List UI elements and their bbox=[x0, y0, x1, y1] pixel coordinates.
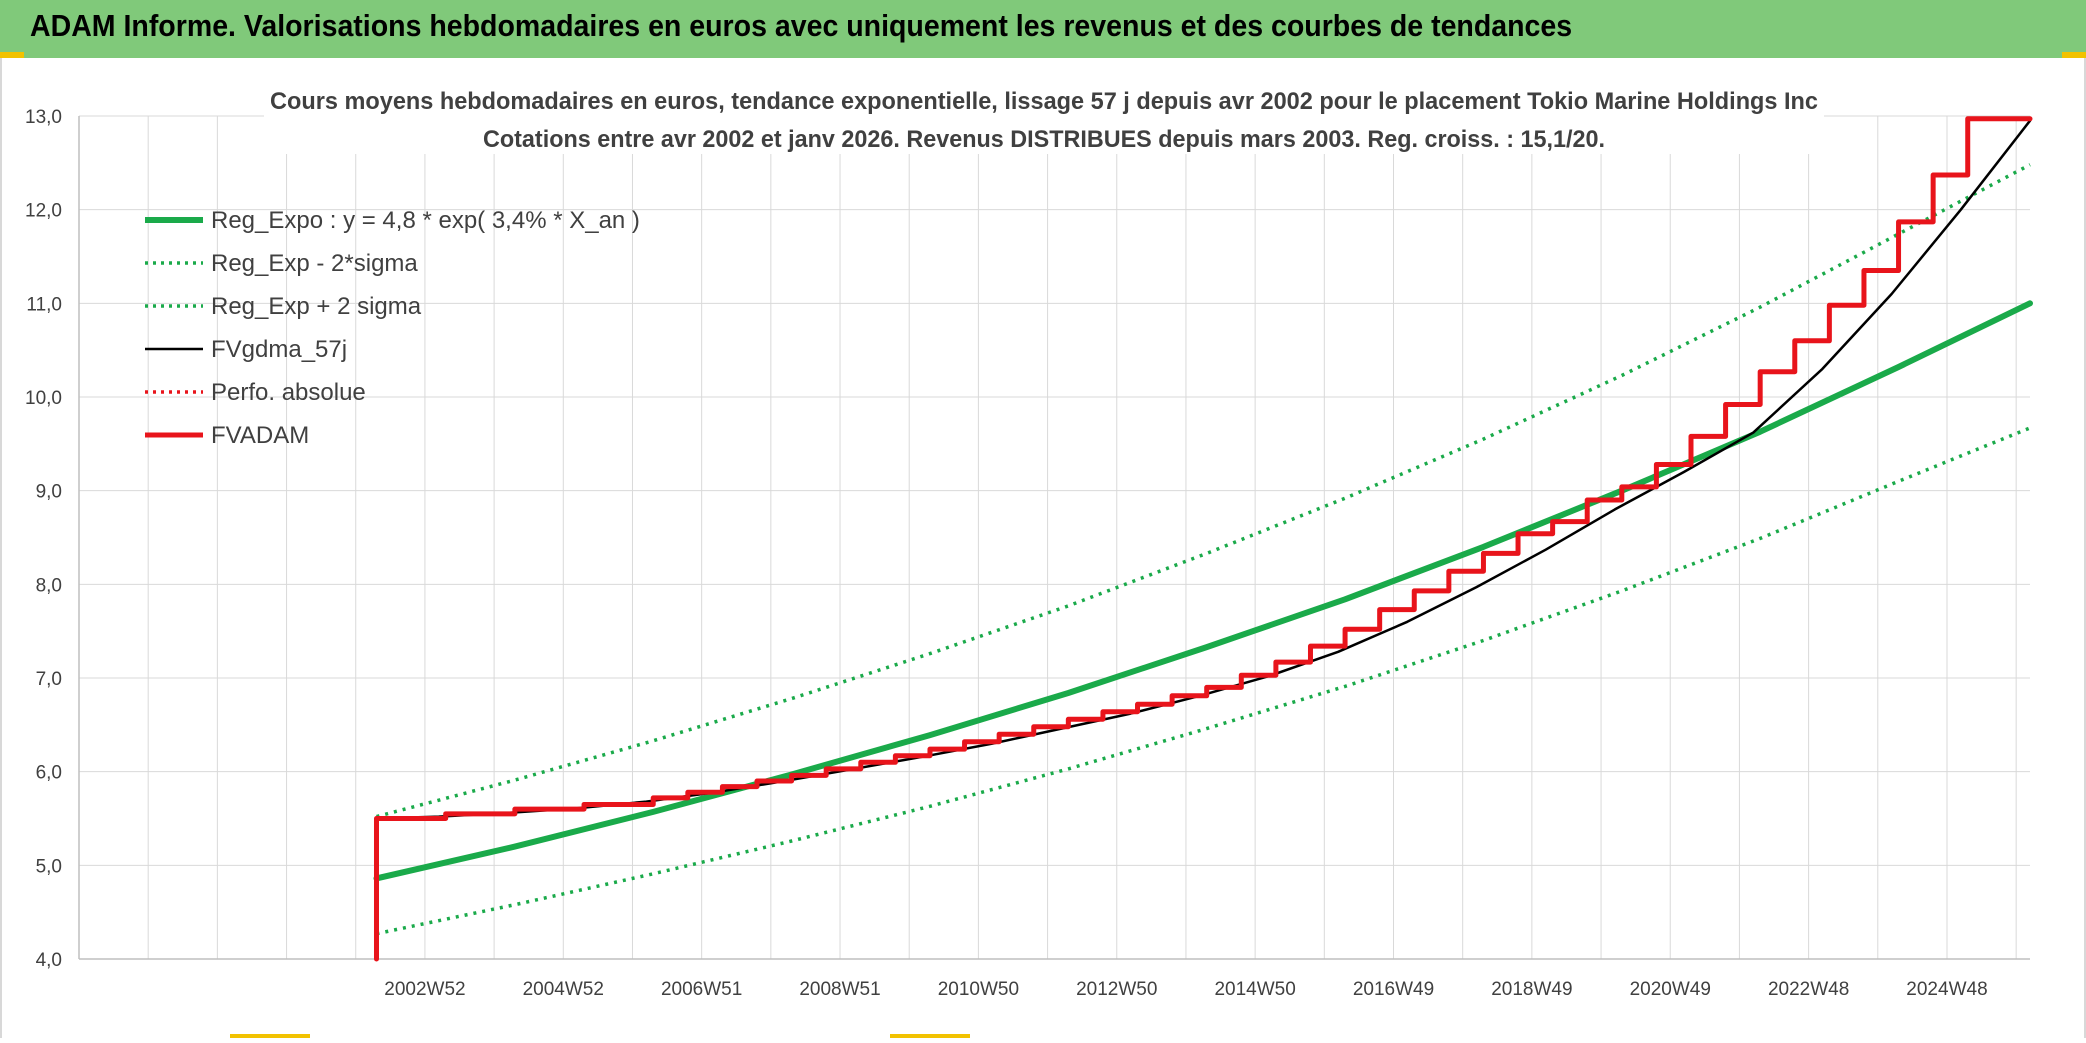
corner-accent-right bbox=[2062, 52, 2086, 58]
y-tick-label: 8,0 bbox=[36, 575, 62, 596]
chart-subtitle: Cotations entre avr 2002 et janv 2026. R… bbox=[483, 126, 1605, 153]
series-line bbox=[376, 163, 2031, 819]
x-tick-label: 2008W51 bbox=[799, 979, 880, 1000]
y-tick-label: 13,0 bbox=[25, 107, 62, 128]
legend-label: Perfo. absolue bbox=[211, 379, 366, 406]
y-tick-label: 11,0 bbox=[26, 294, 62, 315]
x-tick-label: 2020W49 bbox=[1630, 979, 1711, 1000]
bottom-accent-2 bbox=[890, 1034, 970, 1038]
page-title: ADAM Informe. Valorisations hebdomadaire… bbox=[30, 8, 1573, 43]
chart-series bbox=[373, 116, 2033, 962]
series-line bbox=[373, 116, 2033, 962]
y-tick-label: 7,0 bbox=[36, 669, 62, 690]
title-background bbox=[264, 78, 1824, 154]
x-tick-label: 2002W52 bbox=[384, 979, 465, 1000]
x-axis: 2002W52 2004W52 2006W51 2008W51 2010W50 2012W… bbox=[79, 958, 2030, 1000]
chart-area: 4,0 5,0 6,0 7,0 8,0 9,0 10,0 11,0 12,0 13,0 2002W… bbox=[0, 58, 2086, 1038]
y-tick-label: 10,0 bbox=[25, 388, 62, 409]
header-bar: ADAM Informe. Valorisations hebdomadaire… bbox=[0, 0, 2086, 58]
y-tick-label: 6,0 bbox=[36, 763, 62, 784]
chart-titles: Cours moyens hebdomadaires en euros, ten… bbox=[264, 78, 1824, 154]
series-line bbox=[373, 300, 2033, 882]
x-tick-label: 2004W52 bbox=[523, 979, 604, 1000]
chart-legend: Reg_Expo : y = 4,8 * exp( 3,4% * X_an ) R… bbox=[145, 207, 640, 449]
series-line bbox=[376, 426, 2031, 936]
legend-label: FVgdma_57j bbox=[211, 336, 347, 363]
y-tick-label: 5,0 bbox=[36, 856, 62, 877]
x-tick-label: 2024W48 bbox=[1906, 979, 1987, 1000]
x-tick-label: 2006W51 bbox=[661, 979, 742, 1000]
x-tick-label: 2010W50 bbox=[938, 979, 1019, 1000]
legend-label: Reg_Exp - 2*sigma bbox=[211, 250, 418, 277]
chart-title: Cours moyens hebdomadaires en euros, ten… bbox=[270, 88, 1818, 115]
legend-label: FVADAM bbox=[211, 422, 309, 449]
y-tick-label: 9,0 bbox=[36, 482, 62, 503]
y-tick-label: 4,0 bbox=[36, 950, 62, 971]
legend-label: Reg_Exp + 2 sigma bbox=[211, 293, 422, 320]
chart-svg: 4,0 5,0 6,0 7,0 8,0 9,0 10,0 11,0 12,0 13,0 2002W… bbox=[25, 78, 2033, 1000]
y-axis: 4,0 5,0 6,0 7,0 8,0 9,0 10,0 11,0 12,0 13,0 bbox=[25, 107, 80, 971]
x-tick-label: 2018W49 bbox=[1491, 979, 1572, 1000]
bottom-accent-1 bbox=[230, 1034, 310, 1038]
x-tick-label: 2016W49 bbox=[1353, 979, 1434, 1000]
corner-accent-left bbox=[0, 52, 24, 58]
x-tick-label: 2014W50 bbox=[1214, 979, 1295, 1000]
chart-grid bbox=[78, 115, 2030, 960]
x-tick-label: 2012W50 bbox=[1076, 979, 1157, 1000]
legend-label: Reg_Expo : y = 4,8 * exp( 3,4% * X_an ) bbox=[211, 207, 640, 234]
y-tick-label: 12,0 bbox=[25, 201, 62, 222]
x-tick-label: 2022W48 bbox=[1768, 979, 1849, 1000]
